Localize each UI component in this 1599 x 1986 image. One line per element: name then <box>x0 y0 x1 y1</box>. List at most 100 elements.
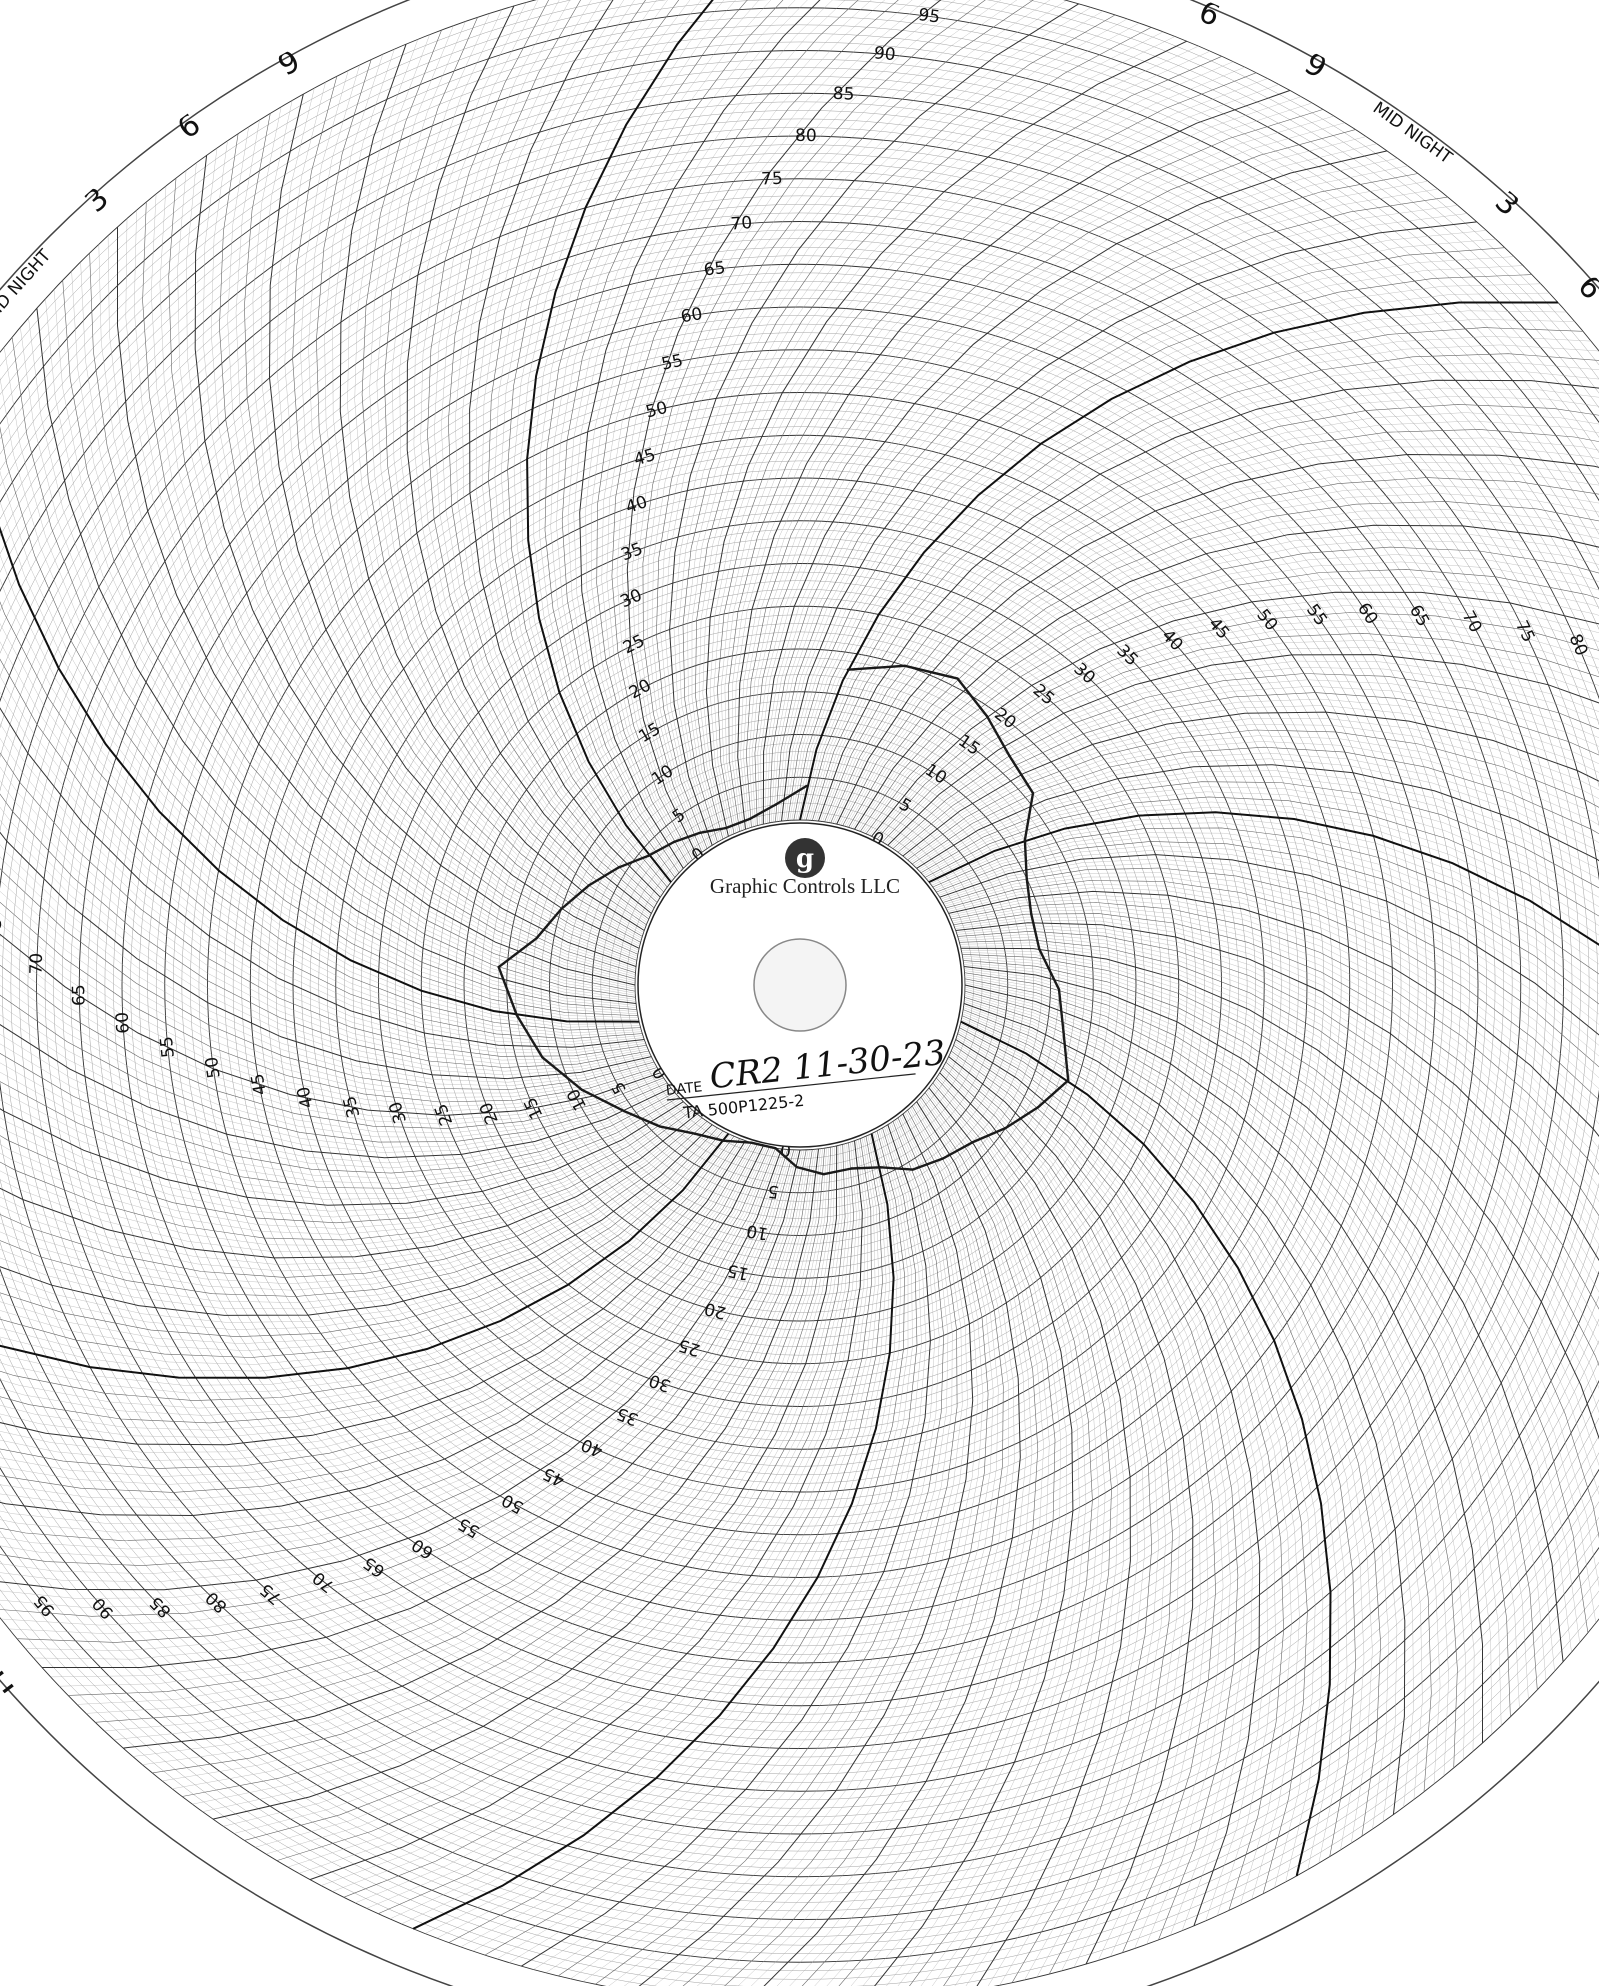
time-arc <box>0 1125 715 1323</box>
value-ring-minor <box>0 33 1599 1937</box>
time-arc <box>595 1117 958 1985</box>
value-ring-minor <box>10 195 1590 1775</box>
time-arc <box>606 0 917 862</box>
time-arc <box>3 347 638 1012</box>
time-arc <box>0 1124 713 1316</box>
time-arc <box>940 858 1599 1276</box>
time-arc <box>678 10 1104 844</box>
time-arc <box>0 1144 758 1493</box>
date-label: DATE <box>665 1079 703 1099</box>
time-arc <box>771 181 1429 823</box>
time-arc <box>632 0 980 855</box>
time-arc <box>324 54 643 935</box>
time-arc <box>822 396 1599 822</box>
time-arc <box>0 440 642 1034</box>
value-ring-minor <box>361 546 1239 1424</box>
time-arc <box>545 1122 940 1973</box>
time-arc <box>956 925 1599 1487</box>
time-arc <box>0 461 643 1040</box>
time-arc <box>8 1149 792 1634</box>
time-arc <box>939 1072 1131 1986</box>
scale-tick-label: 65 <box>1405 601 1433 630</box>
time-arc <box>0 1141 748 1453</box>
time-arc <box>316 59 643 937</box>
time-arc <box>162 1147 827 1782</box>
time-arc <box>948 890 1599 1373</box>
value-ring-minor <box>181 366 1419 1604</box>
value-ring-minor <box>2 187 1598 1783</box>
time-arc <box>0 1149 786 1608</box>
time-arc <box>848 1089 1067 1986</box>
time-arc <box>0 944 685 1212</box>
time-arc <box>573 0 841 870</box>
time-arc <box>0 1148 776 1566</box>
time-arc <box>939 854 1599 1264</box>
time-arc <box>835 1090 1061 1986</box>
time-arc <box>0 780 668 1143</box>
time-arc <box>0 1096 704 1284</box>
scale-tick-label: 60 <box>1353 599 1382 628</box>
time-arc <box>607 1116 963 1986</box>
scale-tick-label: 20 <box>476 1099 503 1127</box>
time-arc <box>820 387 1599 822</box>
time-arc <box>11 337 637 1010</box>
scale-tick-label: 10 <box>745 1220 770 1243</box>
time-arc <box>104 1149 815 1732</box>
time-arc <box>376 21 649 922</box>
time-arc <box>0 1136 735 1401</box>
value-ring-minor <box>532 717 1068 1253</box>
value-ring-minor <box>113 298 1487 1672</box>
time-arc <box>860 546 1599 832</box>
brand-name: Graphic Controls LLC <box>710 874 900 898</box>
time-arc <box>848 501 1599 828</box>
time-arc <box>219 133 637 961</box>
time-arc <box>0 893 680 1189</box>
time-arc <box>0 1131 725 1365</box>
time-arc <box>941 863 1599 1289</box>
value-ring-major <box>420 605 1180 1365</box>
time-arc <box>142 1148 823 1765</box>
time-arc <box>964 980 1502 1726</box>
time-arc <box>810 344 1599 821</box>
time-arc <box>0 817 672 1159</box>
value-ring-minor <box>224 409 1376 1561</box>
time-arc <box>944 1063 1166 1978</box>
time-arc <box>745 109 1324 828</box>
value-ring-major <box>591 776 1009 1194</box>
time-arc <box>957 928 1599 1498</box>
time-arc <box>0 830 673 1164</box>
time-arc <box>59 1149 805 1687</box>
time-arc <box>757 136 1367 826</box>
time-arc <box>0 918 682 1200</box>
time-arc <box>194 155 637 967</box>
time-arc <box>699 31 1164 839</box>
time-arc <box>943 872 1599 1313</box>
value-ring-minor <box>0 169 1599 1801</box>
time-arc <box>826 412 1599 823</box>
time-arc <box>964 970 1547 1681</box>
scale-tick-label: 75 <box>761 169 783 190</box>
time-arc <box>938 1074 1125 1986</box>
trace-point <box>647 854 650 857</box>
time-arc <box>948 1056 1194 1965</box>
day-arc <box>412 1133 895 1930</box>
time-arc <box>665 0 1067 847</box>
scale-tick-label: 20 <box>626 675 655 703</box>
time-arc <box>958 936 1599 1530</box>
time-arc <box>951 1048 1224 1949</box>
time-arc <box>789 256 1515 821</box>
value-ring-minor <box>130 315 1470 1655</box>
time-arc <box>958 934 1599 1520</box>
scale-tick-label: 45 <box>248 1072 272 1097</box>
time-arc <box>960 945 1599 1562</box>
time-arc <box>284 81 641 945</box>
time-arc <box>16 1149 795 1643</box>
value-ring-minor <box>0 67 1599 1903</box>
time-arc <box>482 0 663 894</box>
time-arc <box>582 1118 953 1982</box>
time-arc <box>579 0 854 869</box>
time-arc <box>885 647 1599 845</box>
time-arc <box>942 1067 1153 1983</box>
time-arc <box>0 1007 693 1241</box>
time-arc <box>962 956 1599 1614</box>
